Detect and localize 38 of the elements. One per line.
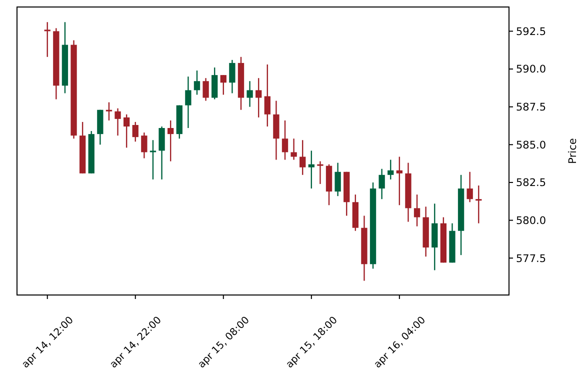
candlestick [264, 64, 270, 128]
candlestick [476, 184, 482, 224]
y-tick-label: 592.5 [516, 26, 546, 38]
candlestick [106, 102, 112, 122]
candlestick [194, 70, 200, 96]
y-tick-label: 585.0 [516, 139, 546, 152]
y-tick-label: 577.5 [516, 252, 546, 265]
candlestick [123, 114, 130, 148]
candlestick [396, 156, 403, 206]
y-tick-label: 587.5 [516, 102, 546, 114]
candlestick [256, 77, 262, 118]
candlestick [246, 80, 253, 108]
y-axis-title: Price [567, 138, 579, 164]
candlestick [282, 120, 288, 160]
candlestick [132, 121, 138, 142]
candlestick [290, 138, 297, 160]
candlestick [168, 120, 174, 162]
y-tick-label: 590.0 [516, 64, 546, 76]
candlestick [300, 140, 306, 176]
y-tick-label: 582.5 [516, 177, 546, 190]
candlestick [185, 76, 192, 129]
candlestick [334, 162, 341, 197]
candlestick [229, 59, 236, 94]
candlestick [141, 132, 148, 159]
y-tick-label: 580.0 [516, 214, 546, 227]
candlestick [150, 140, 156, 180]
candlestick [414, 194, 420, 227]
candlestick [212, 66, 218, 100]
candlestick [44, 22, 50, 58]
candlestick [202, 77, 209, 102]
candlestick [317, 160, 324, 185]
candlestick [158, 126, 165, 180]
candlestick [378, 168, 385, 200]
candlestick [114, 108, 121, 136]
candlestick [220, 74, 226, 96]
candlestick [466, 171, 473, 203]
candlestick [308, 150, 314, 190]
candlestick [388, 159, 394, 180]
